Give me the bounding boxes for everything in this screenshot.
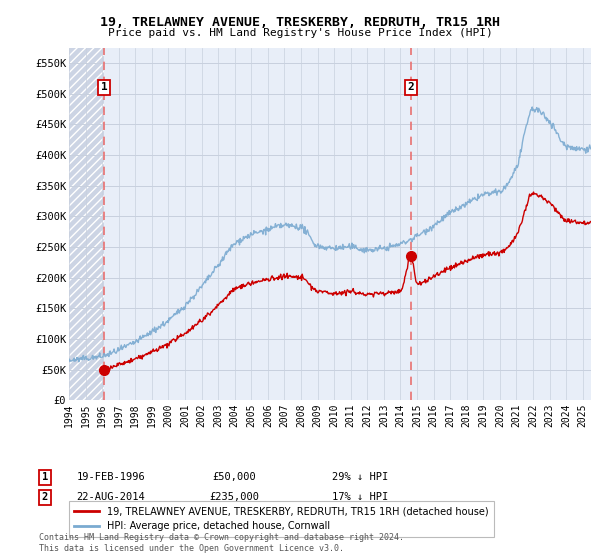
Text: Contains HM Land Registry data © Crown copyright and database right 2024.
This d: Contains HM Land Registry data © Crown c… bbox=[39, 533, 404, 553]
Text: 2: 2 bbox=[407, 82, 415, 92]
Text: 2: 2 bbox=[42, 492, 48, 502]
Text: 19-FEB-1996: 19-FEB-1996 bbox=[77, 472, 145, 482]
Text: 22-AUG-2014: 22-AUG-2014 bbox=[77, 492, 145, 502]
Text: 1: 1 bbox=[101, 82, 107, 92]
Text: £50,000: £50,000 bbox=[212, 472, 256, 482]
Text: £235,000: £235,000 bbox=[209, 492, 259, 502]
Bar bbox=[69, 48, 104, 400]
Text: 1: 1 bbox=[42, 472, 48, 482]
Text: 29% ↓ HPI: 29% ↓ HPI bbox=[332, 472, 388, 482]
Text: Price paid vs. HM Land Registry's House Price Index (HPI): Price paid vs. HM Land Registry's House … bbox=[107, 28, 493, 38]
Text: 17% ↓ HPI: 17% ↓ HPI bbox=[332, 492, 388, 502]
Text: 19, TRELAWNEY AVENUE, TRESKERBY, REDRUTH, TR15 1RH: 19, TRELAWNEY AVENUE, TRESKERBY, REDRUTH… bbox=[100, 16, 500, 29]
Legend: 19, TRELAWNEY AVENUE, TRESKERBY, REDRUTH, TR15 1RH (detached house), HPI: Averag: 19, TRELAWNEY AVENUE, TRESKERBY, REDRUTH… bbox=[68, 501, 494, 537]
